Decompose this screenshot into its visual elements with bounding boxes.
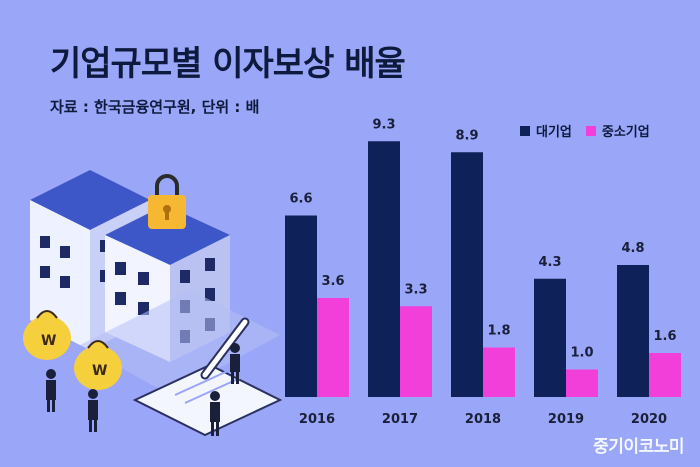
money-bag-mark-2: W xyxy=(92,363,107,379)
data-label-2016-sme: 3.6 xyxy=(321,274,344,289)
data-label-2019-large: 4.3 xyxy=(538,255,561,270)
padlock-icon xyxy=(148,174,186,229)
data-label-2020-sme: 1.6 xyxy=(653,329,676,344)
data-label-2020-large: 4.8 xyxy=(621,241,644,256)
clipboard-icon xyxy=(132,363,283,437)
money-bag-mark: W xyxy=(41,333,56,349)
x-tick-label-2020: 2020 xyxy=(631,412,667,427)
bar-2016-large xyxy=(285,215,317,397)
bar-2016-sme xyxy=(317,298,349,397)
x-tick-label-2017: 2017 xyxy=(382,412,418,427)
x-tick-label-2019: 2019 xyxy=(548,412,584,427)
legend-swatch-sme xyxy=(585,125,596,136)
data-label-2018-large: 8.9 xyxy=(455,128,478,143)
legend-label-large: 대기업 xyxy=(536,125,572,140)
data-label-2017-sme: 3.3 xyxy=(404,282,427,297)
data-label-2016-large: 6.6 xyxy=(289,192,312,207)
money-bag-icon: W W xyxy=(23,310,122,390)
pen-icon xyxy=(200,317,250,380)
x-tick-label-2018: 2018 xyxy=(465,412,501,427)
bar-2018-large xyxy=(451,152,483,397)
legend-label-sme: 중소기업 xyxy=(601,125,650,140)
bar-2019-large xyxy=(534,278,566,397)
chart-subtitle: 자료 : 한국금융연구원, 단위 : 배 xyxy=(50,98,260,116)
bar-2017-sme xyxy=(400,306,432,397)
legend-item-large: 대기업 xyxy=(520,121,572,140)
watermark: 중기이코노미 xyxy=(593,437,684,457)
x-tick-label-2016: 2016 xyxy=(299,412,335,427)
chart-title: 기업규모별 이자보상 배율 xyxy=(50,44,406,84)
legend-swatch-large xyxy=(520,125,530,136)
data-label-2017-large: 9.3 xyxy=(372,117,395,132)
legend-item-sme: 중소기업 xyxy=(585,121,650,140)
data-label-2019-sme: 1.0 xyxy=(570,346,593,361)
chart-legend: 대기업 중소기업 xyxy=(520,121,658,140)
bar-2018-sme xyxy=(483,347,515,397)
businessman-icon xyxy=(46,343,240,436)
data-label-2018-sme: 1.8 xyxy=(487,324,510,339)
bar-2019-sme xyxy=(566,369,598,397)
apartment-building-icon xyxy=(30,170,280,395)
bar-2017-large xyxy=(368,141,400,397)
bar-2020-large xyxy=(617,265,649,397)
bar-2020-sme xyxy=(649,353,681,397)
